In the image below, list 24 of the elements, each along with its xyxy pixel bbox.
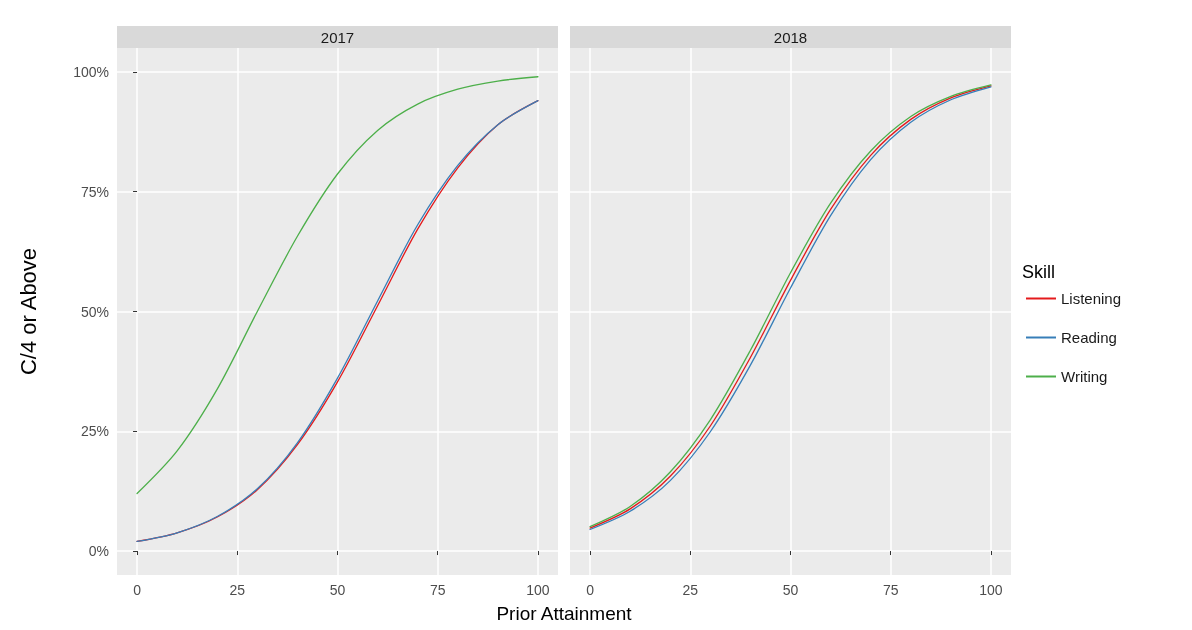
legend-label: Listening [1061, 290, 1122, 307]
y-tick-label: 75% [80, 183, 109, 200]
legend-label: Writing [1061, 368, 1108, 385]
y-tick-label: 25% [80, 423, 109, 440]
x-tick-label: 50 [329, 582, 346, 598]
legend-label: Reading [1061, 329, 1117, 346]
chart-title: 2017 [320, 28, 355, 46]
x-tick-label: 0 [586, 582, 595, 598]
x-tick-label: 0 [133, 582, 142, 598]
chart-title: 2018 [773, 28, 808, 46]
x-axis-title: Prior Attainment [495, 603, 633, 625]
x-tick-label: 50 [782, 582, 799, 598]
x-tick-label: 25 [229, 582, 246, 598]
x-tick-label: 100 [979, 582, 1003, 598]
x-tick-label: 75 [429, 582, 446, 598]
x-tick-label: 75 [882, 582, 899, 598]
line-series [136, 76, 539, 495]
x-tick-label: 100 [526, 582, 550, 598]
y-axis-title: C/4 or Above [15, 247, 41, 376]
y-tick-label: 0% [88, 543, 109, 560]
legend-title: Skill [1022, 262, 1056, 282]
x-tick-label: 25 [682, 582, 699, 598]
y-tick-label: 50% [80, 303, 109, 320]
y-tick-label: 100% [73, 63, 109, 80]
